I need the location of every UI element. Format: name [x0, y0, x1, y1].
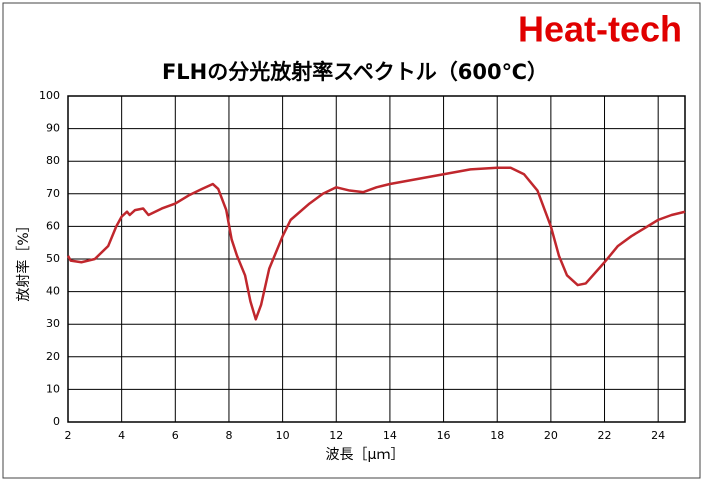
chart-title: FLHの分光放射率スペクトル（600℃）: [162, 60, 548, 84]
y-tick-label: 20: [46, 350, 60, 363]
x-axis-label: 波長［μｍ］: [326, 447, 405, 463]
y-tick-label: 100: [39, 89, 60, 102]
y-tick-label: 80: [46, 154, 60, 167]
y-axis-label: 放射率［%］: [15, 218, 32, 301]
x-tick-label: 14: [383, 429, 397, 442]
x-tick-label: 4: [118, 429, 125, 442]
x-tick-label: 8: [225, 429, 232, 442]
y-tick-label: 30: [46, 317, 60, 330]
x-tick-label: 12: [329, 429, 343, 442]
brand: Heat-tech: [518, 9, 682, 50]
x-tick-label: 10: [276, 429, 290, 442]
x-tick-label: 2: [65, 429, 72, 442]
y-tick-label: 60: [46, 219, 60, 232]
y-tick-label: 40: [46, 285, 60, 298]
y-tick-label: 70: [46, 187, 60, 200]
x-tick-label: 20: [544, 429, 558, 442]
y-tick-label: 10: [46, 382, 60, 395]
data-line: [66, 166, 686, 321]
x-tick-label: 24: [651, 429, 665, 442]
x-tick-label: 22: [598, 429, 612, 442]
y-tick-label: 50: [46, 252, 60, 265]
y-tick-label: 90: [46, 122, 60, 135]
x-tick-label: 6: [172, 429, 179, 442]
y-tick-label: 0: [53, 415, 60, 428]
x-tick-label: 16: [437, 429, 451, 442]
x-tick-label: 18: [490, 429, 504, 442]
